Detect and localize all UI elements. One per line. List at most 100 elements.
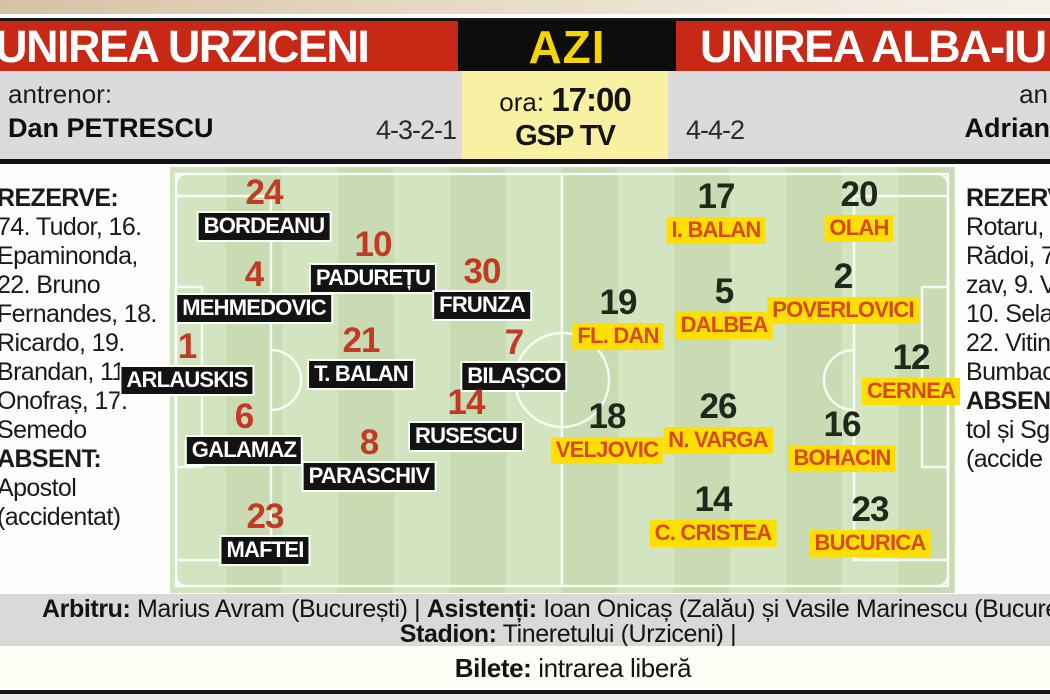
top-decor-strip — [0, 0, 1050, 14]
panel-line: Rotaru, — [966, 213, 1044, 241]
player-name: MEHMEDOVIC — [177, 295, 331, 322]
player-marker-away: 26 N. VARGA — [663, 387, 773, 454]
player-name: PARASCHIV — [303, 463, 435, 490]
panel-line: tol și Sg — [966, 416, 1050, 444]
panel-line: 10. Sela — [966, 300, 1050, 328]
player-marker-home: 23 MAFTEI — [221, 497, 309, 564]
footer-text: intrarea liberă — [531, 653, 692, 683]
player-number: 8 — [359, 423, 379, 462]
player-number: 26 — [699, 387, 738, 426]
player-number: 24 — [245, 173, 284, 212]
header-away-bar: UNIREA ALBA-IU — [676, 21, 1050, 72]
player-marker-away: 5 DALBEA — [675, 272, 773, 339]
player-name: C. CRISTEA — [649, 520, 777, 547]
player-marker-away: 20 OLAH — [824, 175, 894, 242]
footer-text: Tineretului (Urziceni) | — [496, 620, 737, 648]
player-number: 4 — [244, 255, 264, 294]
referee-bar: Arbitru: Marius Avram (București) | Asis… — [0, 594, 1050, 649]
player-marker-away: 14 C. CRISTEA — [649, 480, 777, 547]
panel-line: (accidentat) — [0, 503, 121, 531]
player-name: N. VARGA — [663, 427, 773, 454]
player-name: POVERLOVICI — [767, 297, 919, 324]
player-name: PADUREȚU — [310, 265, 436, 292]
kickoff-time-line: ora: 17:00 — [462, 81, 668, 119]
player-number: 6 — [234, 397, 254, 436]
player-name: FL. DAN — [572, 323, 664, 350]
player-number: 20 — [840, 175, 879, 214]
player-name: MAFTEI — [221, 537, 309, 564]
referee-line: Arbitru: Marius Avram (București) | Asis… — [42, 595, 1050, 624]
player-marker-home: 24 BORDEANU — [198, 173, 330, 240]
tickets-line: Bilete: intrarea liberă — [455, 653, 692, 684]
player-name: FRUNZA — [434, 292, 530, 319]
player-marker-away: 18 VELJOVIC — [550, 397, 664, 464]
player-name: GALAMAZ — [186, 437, 302, 464]
player-number: 1 — [177, 327, 197, 366]
player-number: 30 — [463, 252, 502, 291]
panel-line: 74. Tudor, 16. — [0, 213, 142, 241]
player-marker-home: 30 FRUNZA — [434, 252, 530, 319]
player-marker-home: 1 ARLAUSKIS — [121, 327, 253, 394]
player-number: 12 — [892, 338, 931, 377]
player-number: 14 — [447, 383, 486, 422]
tv-channel: GSP TV — [515, 120, 616, 152]
panel-line: 22. Bruno — [0, 271, 101, 299]
panel-line: ABSENT: — [0, 445, 102, 473]
formation-away: 4-4-2 — [686, 115, 745, 145]
player-number: 16 — [823, 405, 862, 444]
player-name: BILAȘCO — [462, 363, 566, 390]
player-name: CERNEA — [861, 378, 961, 405]
panel-line: Apostol — [0, 474, 77, 502]
footer-text: Arbitru: — [42, 595, 131, 623]
panel-line: REZERVE: — [966, 184, 1050, 212]
panel-line: Semedo — [0, 416, 87, 444]
player-marker-away: 23 BUCURICA — [809, 492, 931, 557]
tickets-bar: Bilete: intrarea liberă — [0, 646, 1050, 690]
info-divider-rule — [0, 159, 1050, 164]
player-name: T. BALAN — [309, 361, 413, 388]
player-name: ARLAUSKIS — [121, 367, 253, 394]
player-number: 17 — [697, 177, 736, 216]
coach-name-home: Dan PETRESCU — [8, 113, 214, 143]
player-number: 23 — [246, 497, 285, 536]
player-marker-away: 19 FL. DAN — [572, 285, 664, 350]
stadium-line: Stadion: Tineretului (Urziceni) | — [399, 620, 737, 649]
footer-text: Stadion: — [399, 620, 497, 648]
player-name: VELJOVIC — [550, 437, 664, 464]
header-home-team: UNIREA URZICENI — [0, 21, 370, 72]
player-marker-home: 10 PADUREȚU — [310, 227, 436, 292]
player-number: 14 — [694, 480, 733, 519]
player-number: 7 — [504, 323, 524, 362]
panel-line: Epaminonda, — [0, 242, 138, 270]
coach-label-away: an — [1019, 79, 1048, 109]
panel-line: REZERVE: — [0, 184, 119, 212]
player-marker-home: 21 T. BALAN — [309, 323, 413, 388]
player-name: DALBEA — [675, 312, 773, 339]
player-number: 2 — [833, 257, 853, 296]
footer-text: Asistenți: — [426, 595, 537, 623]
player-number: 5 — [714, 272, 734, 311]
panel-line: Fernandes, 18. — [0, 300, 157, 328]
panel-line: Brandan, 11. — [0, 358, 132, 386]
panel-line: 22. Vitin — [966, 329, 1050, 357]
player-marker-away: 2 POVERLOVICI — [767, 257, 919, 324]
player-marker-away: 17 I. BALAN — [666, 177, 766, 244]
bottom-rule — [0, 690, 1050, 694]
player-marker-away: 12 CERNEA — [861, 338, 961, 405]
player-marker-home: 14 RUSESCU — [410, 383, 522, 450]
panel-line: Bumbac — [966, 358, 1050, 386]
player-marker-home: 4 MEHMEDOVIC — [177, 255, 331, 322]
kickoff-time: 17:00 — [551, 81, 631, 118]
header-home-bar: UNIREA URZICENI — [0, 21, 458, 72]
player-marker-away: 16 BOHACIN — [788, 405, 896, 472]
player-marker-home: 7 BILAȘCO — [462, 323, 566, 390]
player-number: 18 — [588, 397, 627, 436]
formation-home: 4-3-2-1 — [375, 115, 457, 145]
player-marker-home: 8 PARASCHIV — [303, 423, 435, 490]
panel-line: Ricardo, 19. — [0, 329, 125, 357]
footer-text: Marius Avram (București) | — [130, 595, 427, 623]
player-name: RUSESCU — [410, 423, 522, 450]
panel-line: ABSENT: — [966, 387, 1050, 415]
